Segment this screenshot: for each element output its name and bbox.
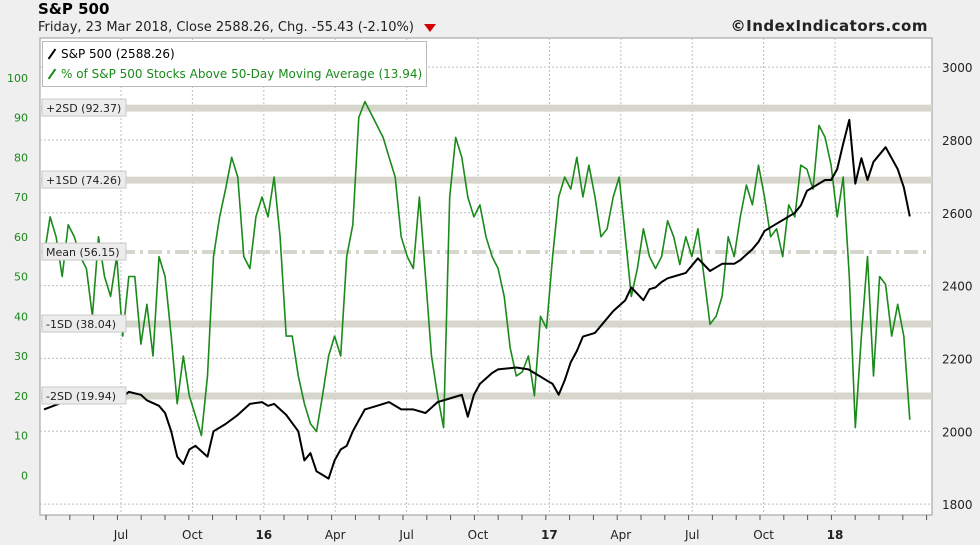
left-tick-label: 70 (14, 191, 28, 204)
spx-swatch-icon (47, 49, 57, 59)
right-tick-label: 2000 (942, 425, 973, 439)
band-label-box (41, 170, 127, 189)
spx-line (43, 118, 911, 480)
left-tick-label: 20 (14, 390, 28, 403)
right-tick-label: 1800 (942, 498, 973, 512)
right-tick-label: 2800 (942, 134, 973, 148)
right-tick-label: 3000 (942, 61, 973, 75)
x-tick-label: Jul (684, 528, 699, 542)
legend-item-breadth: % of S&P 500 Stocks Above 50-Day Moving … (47, 64, 422, 84)
x-tick-label: Oct (753, 528, 774, 542)
plot-area (39, 37, 933, 516)
band-label: +1SD (74.26) (46, 174, 121, 187)
right-tick-label: 2600 (942, 207, 973, 221)
x-tick-label: Oct (468, 528, 489, 542)
band-label: Mean (56.15) (46, 246, 120, 259)
x-tick-label: 17 (541, 528, 558, 542)
band-label-box (41, 98, 127, 117)
legend-label-spx: S&P 500 (2588.26) (61, 47, 175, 61)
band-label-box (41, 314, 127, 333)
left-tick-label: 0 (21, 469, 28, 482)
close-summary: Friday, 23 Mar 2018, Close 2588.26, Chg.… (38, 20, 414, 35)
x-tick-label: Apr (610, 528, 631, 542)
band-label-box (41, 386, 127, 405)
breadth-line (43, 100, 911, 437)
x-tick-label: Oct (182, 528, 203, 542)
left-tick-label: 40 (14, 310, 28, 323)
legend-item-spx: S&P 500 (2588.26) (47, 44, 422, 64)
breadth-swatch-icon (47, 69, 57, 79)
x-tick-label: Jul (113, 528, 128, 542)
band-label: +2SD (92.37) (46, 102, 121, 115)
x-tick-label: Jul (398, 528, 413, 542)
chart-subtitle: Friday, 23 Mar 2018, Close 2588.26, Chg.… (38, 20, 436, 35)
band-label: -1SD (38.04) (46, 318, 116, 331)
left-tick-label: 60 (14, 231, 28, 244)
band-label: -2SD (19.94) (46, 390, 116, 403)
down-arrow-icon (423, 23, 436, 32)
left-tick-label: 80 (14, 151, 28, 164)
chart-title: S&P 500 (38, 0, 110, 18)
x-tick-label: 16 (255, 528, 272, 542)
right-tick-label: 2400 (942, 280, 973, 294)
copyright: ©IndexIndicators.com (730, 17, 928, 35)
left-tick-label: 100 (7, 72, 28, 85)
band-label-box (41, 242, 127, 261)
right-tick-label: 2200 (942, 352, 973, 366)
x-tick-label: Apr (325, 528, 346, 542)
left-tick-label: 50 (14, 271, 28, 284)
left-tick-label: 10 (14, 430, 28, 443)
legend-label-breadth: % of S&P 500 Stocks Above 50-Day Moving … (61, 67, 423, 81)
legend: S&P 500 (2588.26) % of S&P 500 Stocks Ab… (42, 41, 428, 87)
x-tick-label: 18 (827, 528, 844, 542)
left-tick-label: 30 (14, 350, 28, 363)
left-tick-label: 90 (14, 112, 28, 125)
